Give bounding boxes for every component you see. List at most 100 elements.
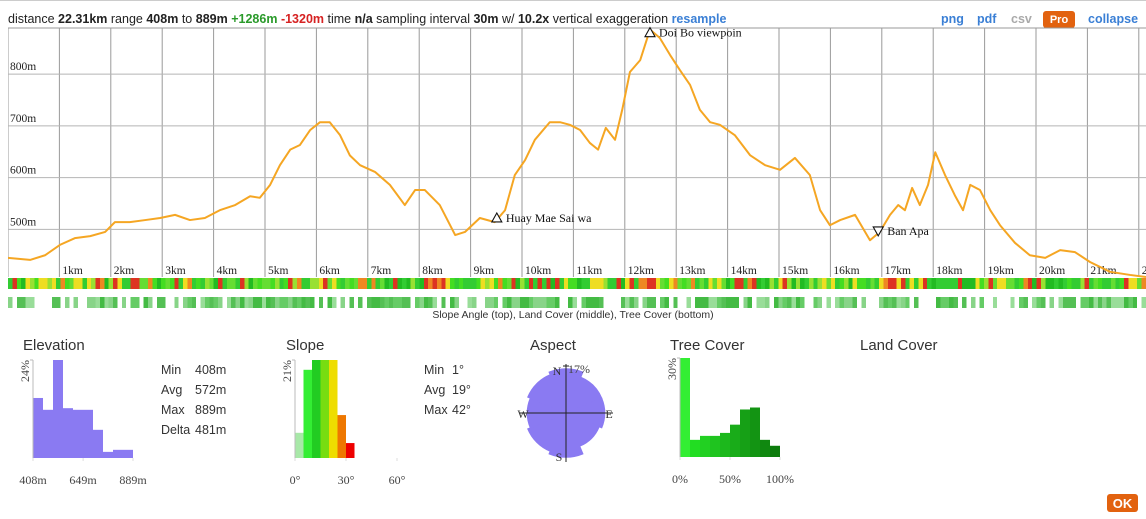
direction-label: S: [556, 450, 563, 464]
x-tick-label: 649m: [69, 473, 97, 487]
stat-label: Min: [424, 363, 444, 377]
pro-badge[interactable]: [1043, 11, 1075, 28]
x-tick-label: 18km: [936, 265, 962, 277]
histogram-bar: [710, 435, 720, 457]
rose-sector: [527, 374, 567, 414]
histogram-bar: [680, 358, 690, 457]
label: distance: [8, 12, 55, 26]
value: 22.31km: [58, 12, 107, 26]
x-tick-label: 30°: [338, 473, 355, 487]
pro-label[interactable]: Pro: [1050, 14, 1069, 26]
x-tick-label: 6km: [319, 265, 340, 277]
csv-button[interactable]: csv: [1011, 12, 1032, 26]
stat-value: 1°: [452, 363, 464, 377]
histogram-bar: [329, 360, 338, 458]
stat-label: Min: [161, 363, 181, 377]
summary: distance 22.31km range 408m to 889m +128…: [8, 12, 727, 26]
x-tick-label: 7km: [371, 265, 392, 277]
label: vertical exaggeration: [553, 12, 668, 26]
value: n/a: [355, 12, 374, 26]
x-tick-label: 4km: [217, 265, 238, 277]
x-tick-label: 1km: [62, 265, 82, 277]
direction-label: N: [553, 364, 562, 378]
ok-label[interactable]: OK: [1113, 496, 1133, 511]
waypoint-marker: [490, 211, 503, 223]
histogram-bar: [320, 360, 329, 458]
label: sampling interval: [376, 12, 470, 26]
stat-label: Avg: [161, 383, 182, 397]
waypoint-label: Doi Bo viewpoin: [659, 26, 742, 40]
label: range: [111, 12, 143, 26]
x-tick-label: 8km: [422, 265, 443, 277]
pdf-button[interactable]: pdf: [977, 12, 997, 26]
slope-strip: [8, 278, 1146, 289]
ok-button[interactable]: [1107, 494, 1138, 512]
histogram-bar: [337, 415, 346, 458]
label: w/: [501, 12, 515, 26]
label: time: [328, 12, 352, 26]
x-tick-label: 0%: [672, 472, 688, 486]
direction-label: W: [517, 407, 529, 421]
waypoint-marker: [872, 226, 885, 238]
histogram-bar: [770, 445, 780, 457]
panel-title: Slope: [286, 337, 324, 354]
x-tick-label: 408m: [19, 473, 47, 487]
collapse-button[interactable]: collapse: [1088, 12, 1138, 26]
rose-sector: [527, 412, 567, 452]
histogram-bar: [53, 360, 63, 458]
y-tick-label: 700m: [10, 113, 36, 125]
y-tick-label: 600m: [10, 165, 36, 177]
stat-value: 889m: [195, 403, 226, 417]
stat-value: 481m: [195, 423, 226, 437]
top-border: [0, 0, 1146, 1]
stat-value: 572m: [195, 383, 226, 397]
resample-link[interactable]: resample: [672, 12, 727, 26]
x-tick-label: 16km: [833, 265, 859, 277]
histogram-bar: [295, 432, 304, 458]
histogram-bar: [93, 429, 103, 458]
histogram-bar: [113, 449, 123, 458]
value: 408m: [146, 12, 178, 26]
histogram-bar: [740, 409, 750, 457]
histogram-bar: [346, 443, 355, 458]
x-tick-label: 21km: [1090, 265, 1116, 277]
x-tick-label: 11km: [576, 265, 602, 277]
x-tick-label: 9km: [474, 265, 495, 277]
waypoint-label: Huay Mae Sai wa: [506, 211, 592, 225]
stat-value: 408m: [195, 363, 226, 377]
histogram-bar: [750, 407, 760, 457]
x-tick-label: 60°: [389, 473, 406, 487]
panel-title: Land Cover: [860, 337, 938, 354]
x-tick-label: 12km: [628, 265, 654, 277]
panel-title: Tree Cover: [670, 337, 744, 354]
x-tick-label: 19km: [988, 265, 1014, 277]
x-tick-label: 13km: [679, 265, 705, 277]
y-tick-label: 21%: [280, 360, 294, 382]
stat-label: Avg: [424, 383, 445, 397]
histogram-bar: [690, 439, 700, 457]
x-tick-label: 17km: [885, 265, 911, 277]
x-tick-label: 2km: [114, 265, 134, 277]
stat-label: Max: [424, 403, 448, 417]
y-tick-label: 30%: [665, 358, 679, 380]
panel-title: Elevation: [23, 337, 85, 354]
histogram-bar: [103, 451, 113, 458]
elevation-line: [8, 28, 1146, 278]
x-tick-label: 22km: [1142, 265, 1146, 277]
histogram-bar: [43, 409, 53, 458]
png-button[interactable]: png: [941, 12, 964, 26]
waypoint-label: Ban Apa: [887, 224, 929, 238]
histogram-bar: [83, 409, 93, 458]
x-tick-label: 15km: [782, 265, 808, 277]
histogram-bar: [303, 369, 312, 458]
y-tick-label: 24%: [18, 360, 32, 382]
waypoint-marker: [644, 26, 656, 38]
loss: -1320m: [281, 12, 324, 26]
histogram-bar: [33, 397, 43, 458]
stat-value: 19°: [452, 383, 471, 397]
stat-label: Delta: [161, 423, 190, 437]
r-tick-label: 17%: [568, 362, 590, 376]
histogram-bar: [63, 408, 73, 458]
